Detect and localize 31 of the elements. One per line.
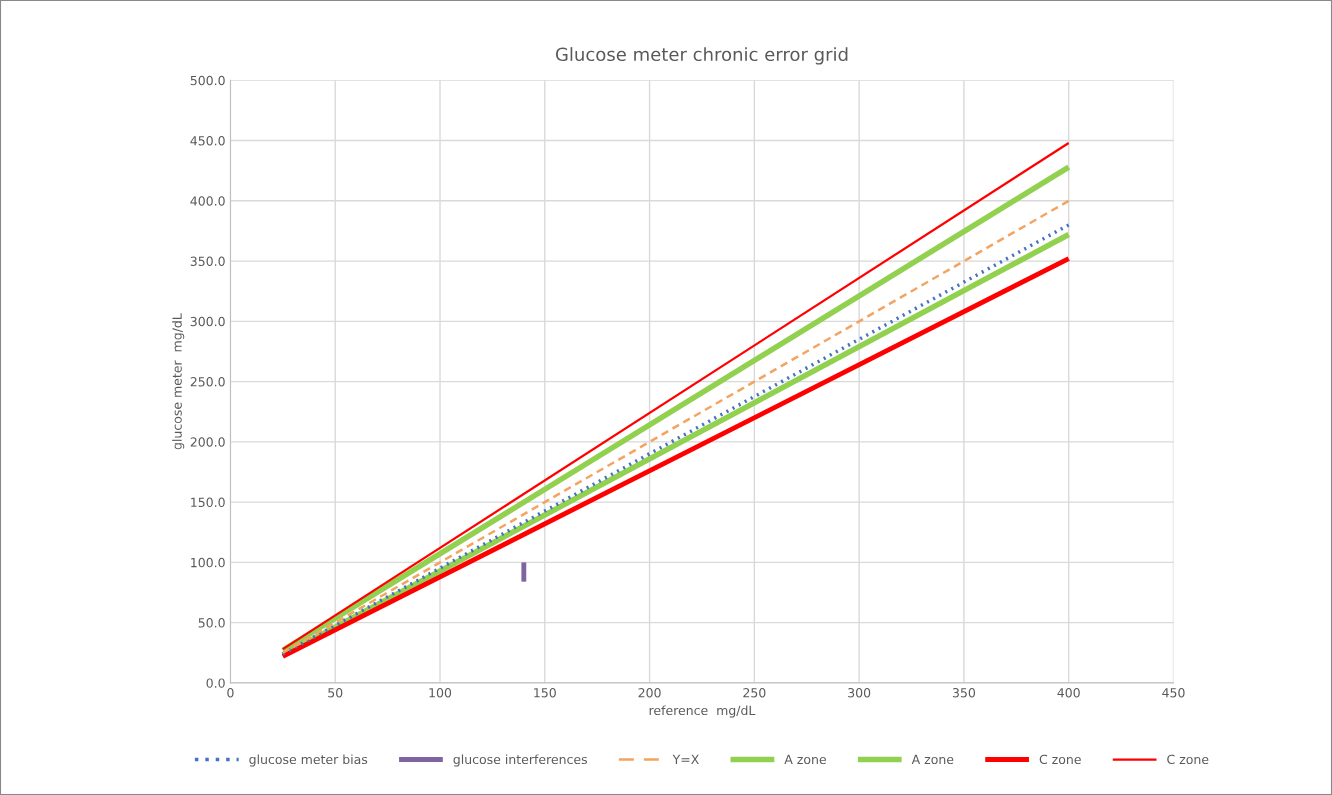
x-tick-label: 0 (227, 687, 234, 698)
y-tick-label: 500.0 (190, 75, 225, 86)
legend-label: A zone (784, 754, 826, 765)
x-tick-label: 100 (429, 687, 452, 698)
y-tick-label: 350.0 (190, 256, 225, 266)
legend-label: glucose interferences (453, 754, 588, 767)
x-tick-label: 150 (534, 687, 556, 698)
y-tick-label: 200.0 (190, 437, 225, 447)
y-tick-label: 450.0 (190, 136, 225, 146)
y-tick-label: 300.0 (190, 316, 225, 327)
legend-label: C zone (1167, 754, 1209, 765)
y-tick-label: 100.0 (191, 557, 225, 568)
legend-label: glucose meter bias (249, 754, 368, 767)
legend-label: A zone (911, 754, 954, 765)
y-tick-label: 150.0 (191, 497, 225, 508)
y-tick-label: 250.0 (190, 377, 225, 387)
legend-label: C zone (1039, 754, 1081, 765)
y-tick-label: 0.0 (206, 678, 225, 688)
x-tick-label: 200 (638, 687, 661, 698)
x-tick-label: 250 (743, 687, 766, 698)
y-tick-label: 50.0 (198, 618, 225, 628)
x-tick-label: 400 (1057, 687, 1080, 698)
y-tick-label: 400.0 (190, 196, 225, 206)
x-axis-title: reference mg/dL (649, 705, 756, 718)
chart-title: Glucose meter chronic error grid (555, 47, 848, 65)
x-tick-label: 350 (952, 687, 976, 698)
x-tick-label: 50 (328, 687, 343, 698)
x-tick-label: 300 (848, 687, 871, 698)
x-tick-label: 450 (1162, 687, 1185, 698)
legend-label: Y=X (672, 754, 699, 764)
y-axis-title: glucose meter mg/dL (172, 313, 185, 450)
